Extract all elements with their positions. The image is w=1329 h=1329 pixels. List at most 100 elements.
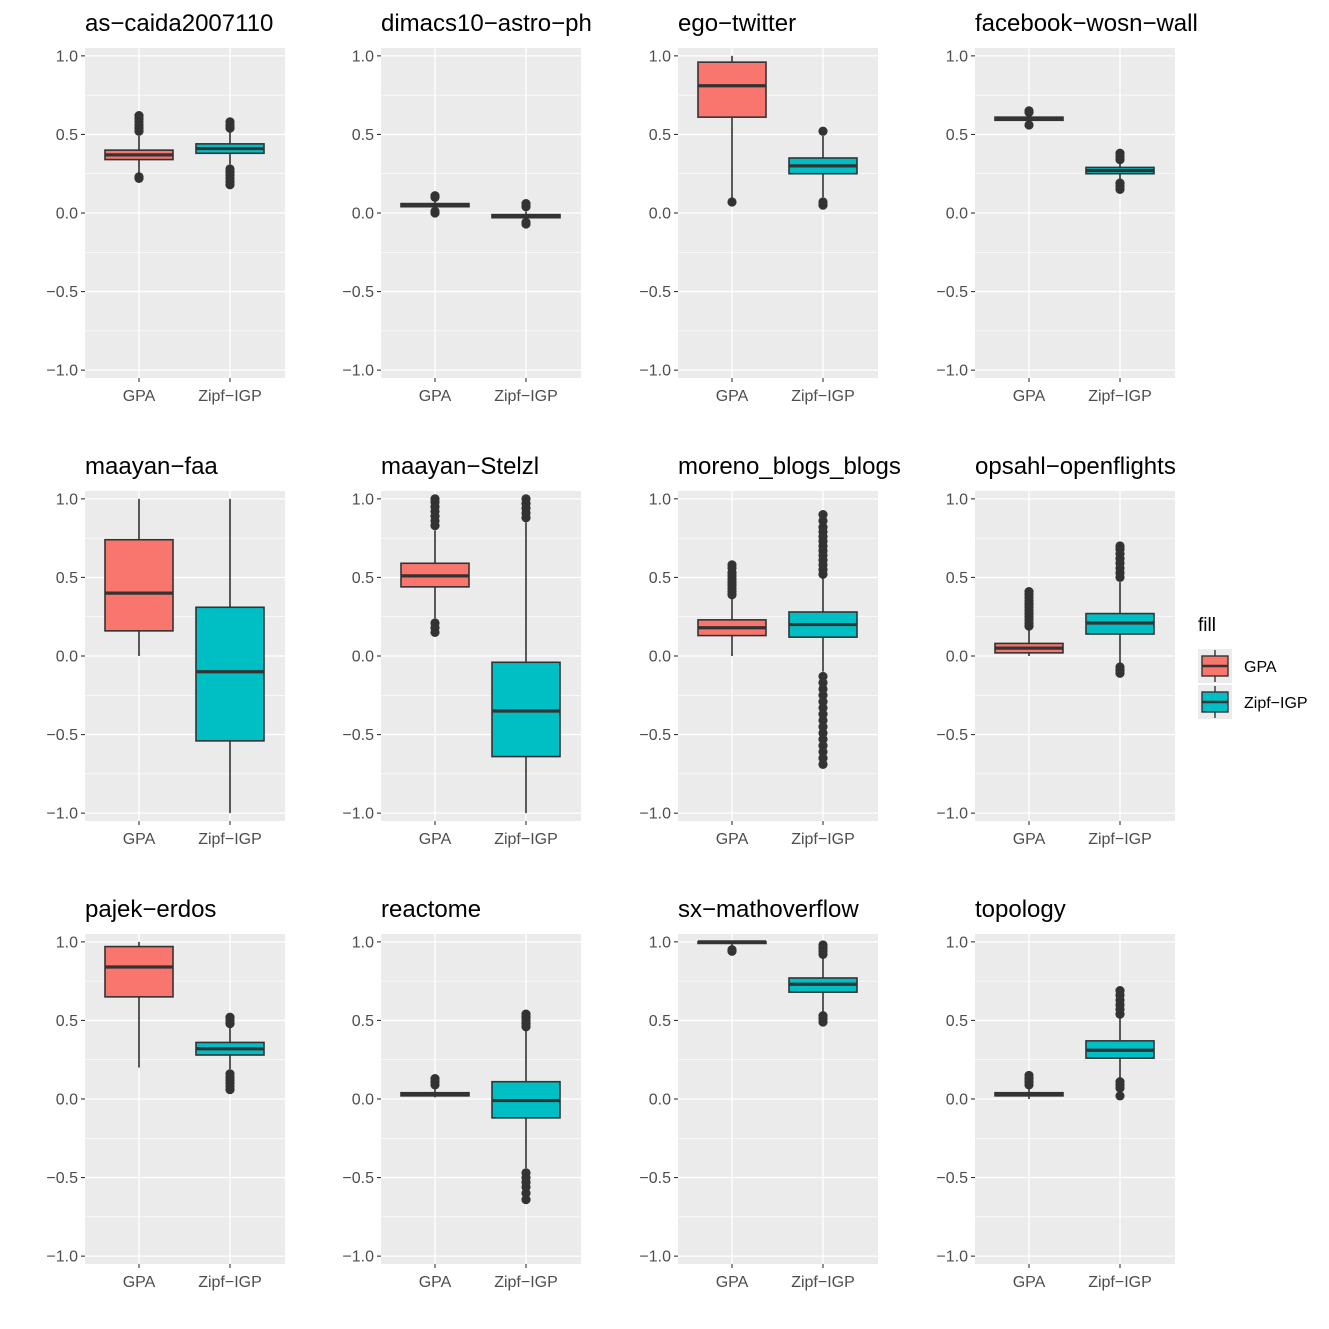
outlier-point — [818, 709, 828, 719]
x-tick-label: Zipf−IGP — [1088, 1274, 1152, 1291]
panel-title: reactome — [381, 896, 481, 923]
y-tick-label: 1.0 — [352, 934, 374, 951]
x-tick-label: Zipf−IGP — [198, 831, 262, 848]
box-iqr — [104, 945, 174, 998]
outlier-point — [1115, 985, 1125, 996]
outlier-point — [818, 703, 828, 713]
y-tick-label: −0.5 — [639, 727, 671, 744]
panel-title: moreno_blogs_blogs — [678, 453, 901, 480]
box-zipf-igp — [195, 117, 265, 190]
x-tick-label: Zipf−IGP — [1088, 831, 1152, 848]
box-iqr — [104, 538, 174, 632]
panel-7: opsahl−openflights 1.0 0.5 0.0 −0.5 −1.0 GPA Zi… — [936, 453, 1175, 848]
panel-4: maayan−faa 1.0 0.5 0.0 −0.5 −1.0 GPA Zipf−IGP — [46, 453, 285, 848]
y-tick-label: −0.5 — [46, 1170, 78, 1187]
outlier-point — [1024, 1070, 1034, 1081]
outlier-point — [818, 728, 828, 738]
x-tick-label: GPA — [419, 388, 452, 405]
y-tick-label: −1.0 — [46, 806, 78, 823]
outlier-point — [818, 522, 828, 532]
y-tick-label: 0.5 — [649, 1013, 671, 1030]
y-tick-label: −0.5 — [342, 284, 374, 301]
panel-title: facebook−wosn−wall — [975, 10, 1198, 37]
box-zipf-igp — [1085, 148, 1155, 195]
outlier-point — [521, 1182, 531, 1192]
box-zipf-igp — [788, 940, 858, 1027]
y-tick-label: −1.0 — [46, 363, 78, 380]
outlier-point — [818, 715, 828, 726]
facet-panels: as−caida2007110 1.0 0.5 0.0 −0.5 −1.0 GPA Zipf−… — [46, 10, 1197, 1291]
y-tick-label: −0.5 — [46, 284, 78, 301]
panel-title: maayan−faa — [85, 453, 218, 480]
x-tick-label: GPA — [419, 831, 452, 848]
panel-9: reactome 1.0 0.5 0.0 −0.5 −1.0 GPA Zipf−IGP — [342, 896, 581, 1291]
box-zipf-igp — [491, 198, 561, 229]
panel-title: sx−mathoverflow — [678, 896, 859, 923]
outlier-point — [521, 219, 531, 229]
outlier-point — [1115, 1083, 1125, 1093]
box-gpa — [994, 1070, 1064, 1099]
box-zipf-igp — [788, 509, 858, 770]
y-tick-label: −1.0 — [46, 1249, 78, 1266]
x-tick-label: Zipf−IGP — [494, 1274, 558, 1291]
y-tick-label: 0.5 — [352, 1013, 374, 1030]
y-tick-label: 0.0 — [56, 1092, 78, 1109]
y-tick-label: 1.0 — [649, 934, 671, 951]
outlier-point — [1024, 106, 1034, 116]
y-tick-label: 1.0 — [352, 48, 374, 65]
panel-title: pajek−erdos — [85, 896, 216, 923]
panel-3: facebook−wosn−wall 1.0 0.5 0.0 −0.5 −1.0 GPA Zi… — [936, 10, 1197, 405]
y-tick-label: 0.5 — [946, 127, 968, 144]
x-tick-label: GPA — [123, 388, 156, 405]
x-tick-label: GPA — [716, 1274, 749, 1291]
panel-1: dimacs10−astro−ph 1.0 0.5 0.0 −0.5 −1.0 GPA Zip… — [342, 10, 591, 405]
outlier-point — [818, 747, 828, 757]
box-zipf-igp — [1085, 985, 1155, 1101]
outlier-point — [225, 1012, 235, 1022]
legend-entry-gpa: GPA — [1198, 649, 1277, 683]
outlier-point — [1024, 120, 1034, 130]
outlier-point — [225, 117, 235, 127]
box-iqr — [697, 61, 767, 118]
y-tick-label: −1.0 — [639, 806, 671, 823]
legend-title: fill — [1198, 615, 1216, 636]
y-tick-label: −0.5 — [342, 727, 374, 744]
outlier-point — [818, 671, 828, 682]
x-tick-label: Zipf−IGP — [791, 1274, 855, 1291]
outlier-point — [1115, 541, 1125, 551]
outlier-point — [818, 696, 828, 707]
y-tick-label: 1.0 — [56, 934, 78, 951]
x-tick-label: Zipf−IGP — [494, 388, 558, 405]
x-tick-label: GPA — [1013, 388, 1046, 405]
y-tick-label: 0.0 — [352, 1092, 374, 1109]
y-tick-label: 0.5 — [946, 1013, 968, 1030]
y-tick-label: 0.0 — [56, 206, 78, 223]
box-gpa — [104, 498, 174, 656]
y-tick-label: 0.0 — [649, 206, 671, 223]
outlier-point — [134, 110, 144, 121]
panel-title: maayan−Stelzl — [381, 453, 539, 480]
x-tick-label: Zipf−IGP — [1088, 388, 1152, 405]
outlier-point — [1024, 586, 1034, 597]
y-tick-label: 0.5 — [352, 570, 374, 587]
y-tick-label: −0.5 — [936, 1170, 968, 1187]
y-tick-label: −0.5 — [936, 284, 968, 301]
outlier-point — [818, 516, 828, 526]
panel-title: dimacs10−astro−ph — [381, 10, 592, 37]
outlier-point — [818, 753, 828, 763]
y-tick-label: −1.0 — [936, 806, 968, 823]
outlier-point — [818, 126, 828, 136]
y-tick-label: 1.0 — [946, 934, 968, 951]
y-tick-label: 0.0 — [56, 649, 78, 666]
panel-11: topology 1.0 0.5 0.0 −0.5 −1.0 GPA Zipf−IGP — [936, 896, 1175, 1291]
outlier-point — [1115, 148, 1125, 158]
box-gpa — [104, 941, 174, 1068]
y-tick-label: 0.0 — [946, 1092, 968, 1109]
panel-5: maayan−Stelzl 1.0 0.5 0.0 −0.5 −1.0 GPA Zipf−IG… — [342, 453, 581, 848]
y-tick-label: 1.0 — [946, 491, 968, 508]
outlier-point — [818, 684, 828, 694]
y-tick-label: −1.0 — [936, 1249, 968, 1266]
box-gpa — [400, 1073, 470, 1098]
panel-title: topology — [975, 896, 1066, 923]
